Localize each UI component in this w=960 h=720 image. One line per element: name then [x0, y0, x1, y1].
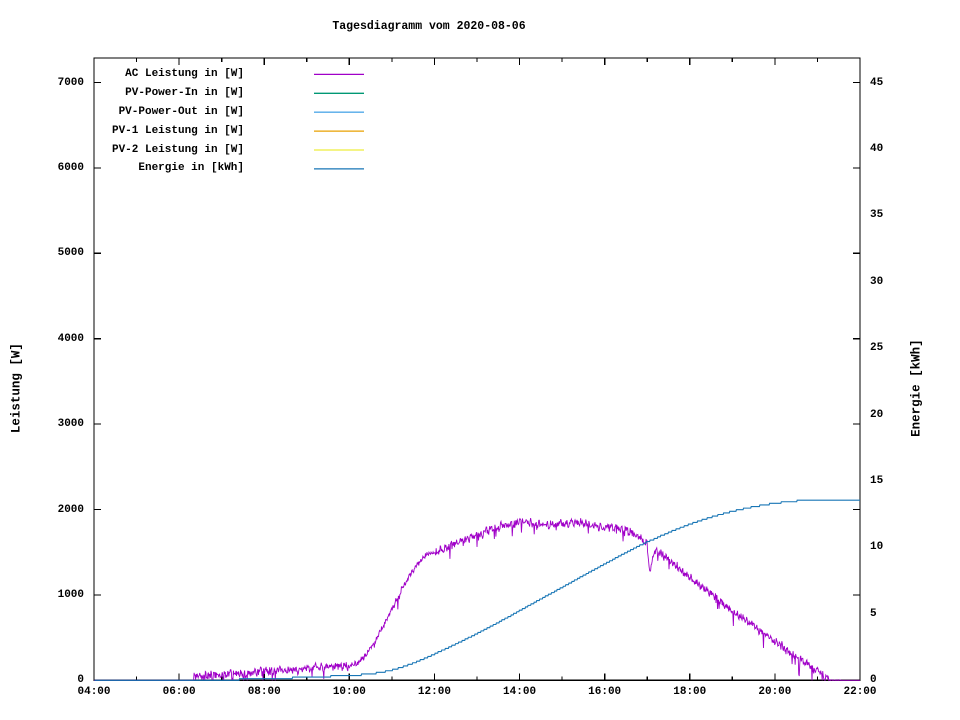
svg-text:Leistung [W]: Leistung [W] — [10, 343, 24, 433]
svg-text:Energie [kWh]: Energie [kWh] — [910, 339, 924, 437]
